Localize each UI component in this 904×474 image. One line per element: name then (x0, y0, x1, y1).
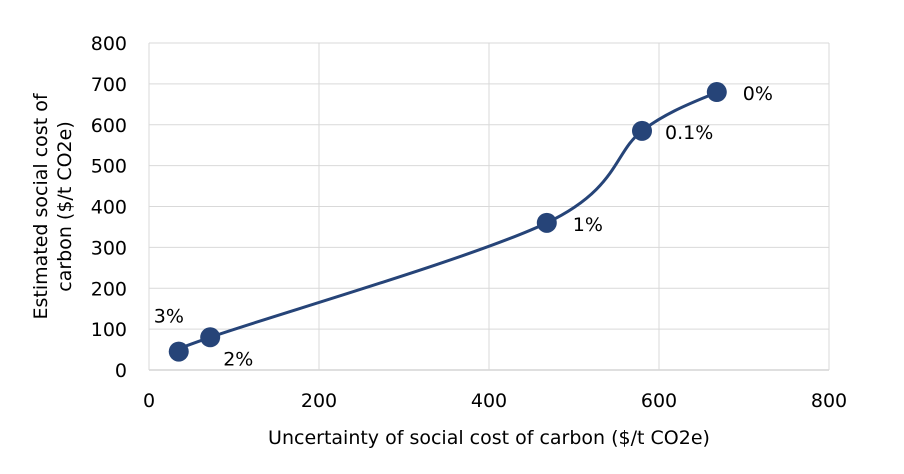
x-tick-label: 0 (143, 390, 155, 412)
data-point (706, 82, 727, 103)
data-label: 0.1% (665, 122, 713, 144)
data-point (200, 327, 221, 348)
data-points (168, 82, 727, 362)
x-tick-label: 600 (641, 390, 677, 412)
grid (148, 42, 830, 371)
y-tick-label: 300 (91, 237, 127, 259)
data-point (536, 212, 557, 233)
y-tick-label: 800 (91, 33, 127, 55)
data-point (168, 341, 189, 362)
y-tick-label: 0 (115, 360, 127, 382)
y-axis-title: Estimated social cost of carbon ($/t CO2e… (30, 92, 76, 319)
x-tick-label: 800 (811, 390, 847, 412)
y-tick-label: 500 (91, 156, 127, 178)
y-axis-title-line: carbon ($/t CO2e) (54, 121, 76, 291)
y-tick-label: 200 (91, 278, 127, 300)
y-axis-tick-labels: 0 100 200 300 400 500 600 700 800 (91, 33, 127, 382)
data-label: 1% (573, 214, 603, 236)
data-point (632, 120, 652, 141)
data-label: 3% (154, 306, 184, 328)
x-axis-tick-labels: 0 200 400 600 800 (143, 390, 847, 412)
y-tick-label: 400 (91, 197, 127, 219)
data-labels: 3% 2% 1% 0.1% 0% (154, 83, 773, 370)
data-label: 2% (223, 348, 253, 370)
y-axis-title-line: Estimated social cost of (30, 92, 52, 319)
x-tick-label: 400 (471, 390, 507, 412)
y-tick-label: 100 (91, 319, 127, 341)
x-tick-label: 200 (301, 390, 337, 412)
y-tick-label: 700 (91, 74, 127, 96)
y-tick-label: 600 (91, 115, 127, 137)
data-label: 0% (743, 83, 773, 105)
x-axis-title: Uncertainty of social cost of carbon ($/… (268, 427, 710, 449)
